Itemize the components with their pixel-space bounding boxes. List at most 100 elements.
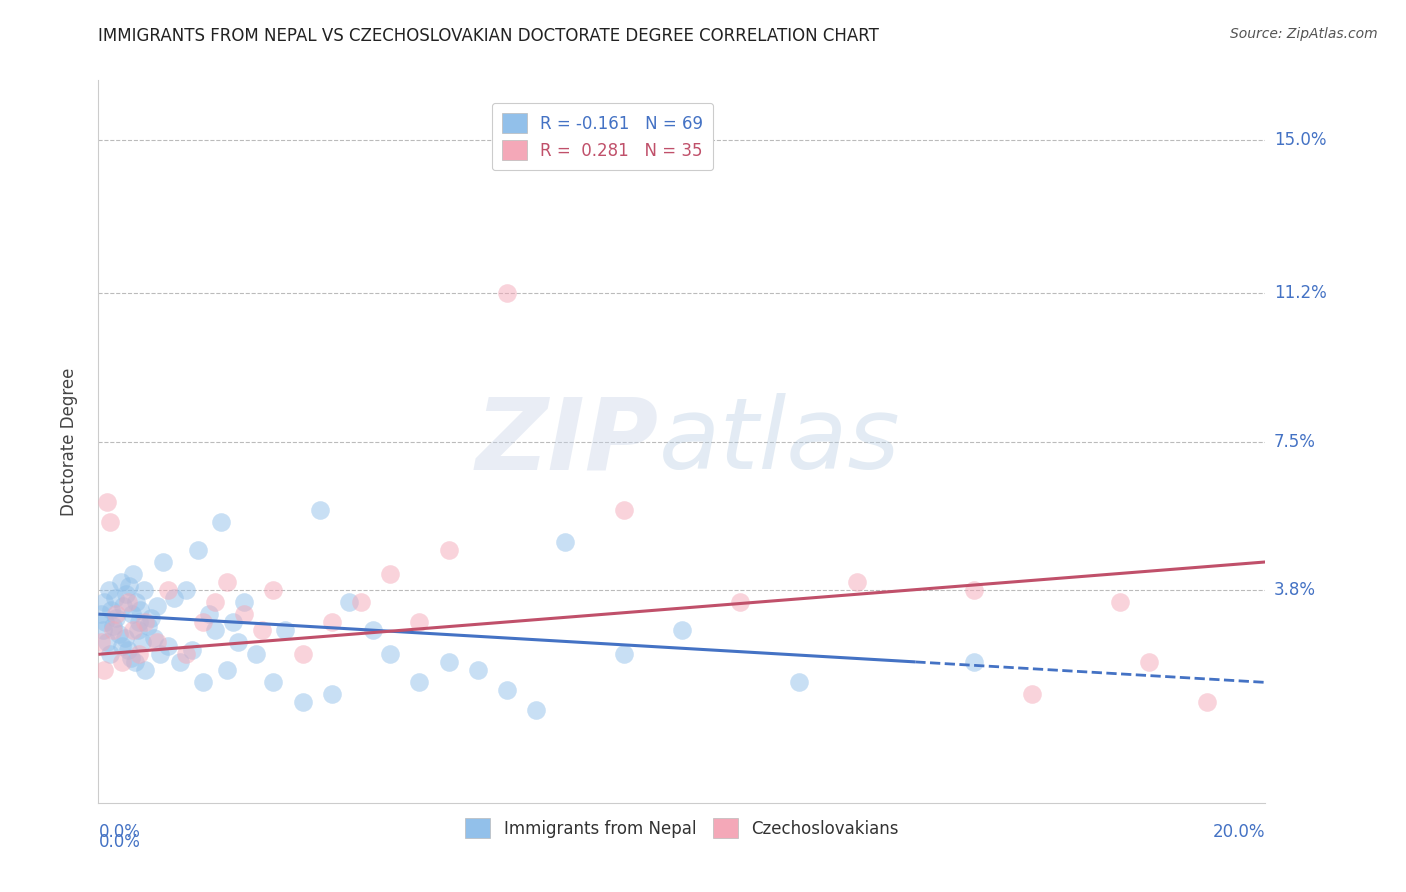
Point [204, 595, 226, 609]
Point [408, 675, 430, 690]
Text: 3.8%: 3.8% [1274, 581, 1316, 599]
Point [193, 675, 215, 690]
Point [134, 664, 156, 678]
Point [250, 623, 273, 637]
Point [962, 655, 984, 669]
Point [91, 623, 114, 637]
Text: Source: ZipAtlas.com: Source: ZipAtlas.com [1230, 27, 1378, 41]
Point [110, 575, 132, 590]
Point [204, 623, 226, 637]
Point [108, 627, 131, 641]
Point [132, 583, 155, 598]
Point [380, 567, 402, 582]
Point [100, 603, 122, 617]
Point [96, 494, 118, 508]
Text: atlas: atlas [658, 393, 900, 490]
Point [127, 623, 149, 637]
Point [136, 619, 159, 633]
Text: 7.5%: 7.5% [1274, 433, 1316, 450]
Point [209, 515, 232, 529]
Point [291, 696, 314, 710]
Point [139, 611, 162, 625]
Point [97, 583, 120, 598]
Point [350, 595, 373, 609]
Point [90, 635, 112, 649]
Point [104, 607, 127, 622]
Point [437, 655, 460, 669]
Point [152, 555, 174, 569]
Point [437, 542, 460, 557]
Point [361, 623, 384, 637]
Point [846, 575, 869, 590]
Point [730, 595, 752, 609]
Point [174, 648, 197, 662]
Point [228, 635, 250, 649]
Point [111, 639, 134, 653]
Point [787, 675, 810, 690]
Legend: Immigrants from Nepal, Czechoslovakians: Immigrants from Nepal, Czechoslovakians [458, 812, 905, 845]
Point [613, 648, 636, 662]
Point [157, 639, 180, 653]
Point [146, 635, 169, 649]
Point [524, 703, 547, 717]
Point [101, 623, 124, 637]
Point [104, 591, 127, 606]
Point [215, 664, 238, 678]
Y-axis label: Doctorate Degree: Doctorate Degree [59, 368, 77, 516]
Point [131, 635, 153, 649]
Point [321, 615, 343, 630]
Point [215, 575, 238, 590]
Point [1137, 655, 1160, 669]
Point [187, 542, 209, 557]
Point [111, 599, 134, 614]
Point [149, 648, 172, 662]
Point [98, 648, 121, 662]
Point [98, 515, 121, 529]
Point [380, 648, 402, 662]
Point [101, 619, 124, 633]
Point [118, 579, 141, 593]
Point [321, 687, 343, 701]
Text: IMMIGRANTS FROM NEPAL VS CZECHOSLOVAKIAN DOCTORATE DEGREE CORRELATION CHART: IMMIGRANTS FROM NEPAL VS CZECHOSLOVAKIAN… [98, 27, 879, 45]
Point [111, 655, 134, 669]
Point [128, 615, 150, 630]
Point [408, 615, 430, 630]
Point [146, 599, 169, 614]
Point [104, 611, 127, 625]
Point [122, 567, 145, 582]
Point [274, 623, 297, 637]
Point [1021, 687, 1043, 701]
Point [93, 595, 115, 609]
Point [198, 607, 221, 622]
Point [174, 583, 197, 598]
Point [233, 595, 256, 609]
Point [671, 623, 693, 637]
Point [193, 615, 215, 630]
Point [263, 583, 285, 598]
Point [93, 664, 115, 678]
Point [169, 655, 191, 669]
Point [962, 583, 984, 598]
Point [496, 683, 519, 698]
Point [245, 648, 267, 662]
Point [114, 632, 136, 646]
Point [180, 643, 202, 657]
Text: 11.2%: 11.2% [1274, 284, 1326, 302]
Point [121, 607, 143, 622]
Text: ZIP: ZIP [475, 393, 658, 490]
Point [1197, 696, 1219, 710]
Point [233, 607, 256, 622]
Point [1108, 595, 1130, 609]
Point [94, 615, 117, 630]
Point [90, 607, 112, 622]
Point [115, 587, 138, 601]
Point [117, 595, 139, 609]
Point [337, 595, 360, 609]
Point [163, 591, 186, 606]
Point [221, 615, 243, 630]
Point [309, 503, 332, 517]
Point [142, 632, 165, 646]
Point [134, 615, 156, 630]
Point [96, 635, 118, 649]
Point [263, 675, 285, 690]
